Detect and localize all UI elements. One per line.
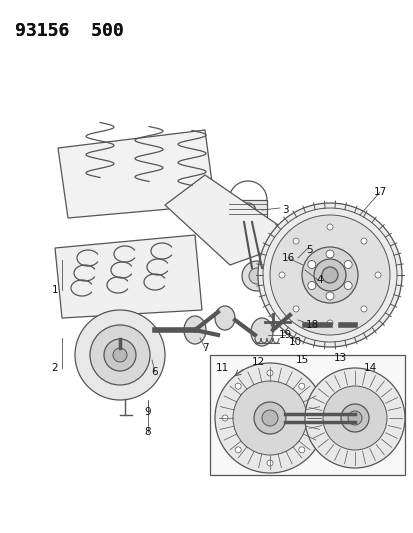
Circle shape <box>278 272 284 278</box>
Ellipse shape <box>214 306 235 330</box>
Text: 19: 19 <box>278 330 291 340</box>
Circle shape <box>307 281 315 289</box>
Circle shape <box>269 215 389 335</box>
Circle shape <box>266 370 272 376</box>
Ellipse shape <box>284 306 304 330</box>
Text: 9: 9 <box>144 407 151 417</box>
Circle shape <box>360 306 366 312</box>
Text: 18: 18 <box>305 320 318 330</box>
Text: 93156  500: 93156 500 <box>15 22 123 40</box>
Circle shape <box>240 203 255 219</box>
Text: 7: 7 <box>201 343 208 353</box>
Circle shape <box>235 447 241 453</box>
Ellipse shape <box>318 310 340 340</box>
Text: 17: 17 <box>373 187 386 197</box>
Circle shape <box>233 381 306 455</box>
Text: 10: 10 <box>288 337 301 347</box>
Circle shape <box>221 415 228 421</box>
Circle shape <box>298 447 304 453</box>
Text: 12: 12 <box>251 357 264 367</box>
Circle shape <box>113 348 127 362</box>
Circle shape <box>313 259 345 291</box>
Text: 6: 6 <box>151 367 158 377</box>
Circle shape <box>257 203 401 347</box>
Text: 8: 8 <box>144 427 151 437</box>
Text: 11: 11 <box>215 363 228 373</box>
Text: 14: 14 <box>363 363 376 373</box>
Text: 15: 15 <box>294 355 308 365</box>
Circle shape <box>292 306 298 312</box>
Polygon shape <box>58 130 214 218</box>
Circle shape <box>261 410 277 426</box>
Bar <box>209 355 404 475</box>
Circle shape <box>326 320 332 326</box>
Ellipse shape <box>183 316 206 344</box>
Circle shape <box>307 261 315 269</box>
Circle shape <box>301 247 357 303</box>
Text: 3: 3 <box>281 205 287 215</box>
Circle shape <box>325 250 333 258</box>
Text: 16: 16 <box>281 253 294 263</box>
Circle shape <box>104 339 136 371</box>
Circle shape <box>292 238 298 244</box>
Circle shape <box>326 224 332 230</box>
Text: 4: 4 <box>316 275 323 285</box>
Text: 5: 5 <box>306 245 313 255</box>
Text: 2: 2 <box>52 363 58 373</box>
Circle shape <box>340 404 368 432</box>
Text: 13: 13 <box>332 353 346 363</box>
Circle shape <box>90 325 150 385</box>
Polygon shape <box>55 235 202 318</box>
Circle shape <box>75 310 165 400</box>
Circle shape <box>298 383 304 389</box>
Polygon shape <box>165 175 299 265</box>
Circle shape <box>360 238 366 244</box>
Text: 1: 1 <box>52 285 58 295</box>
Circle shape <box>235 383 241 389</box>
FancyBboxPatch shape <box>228 200 266 222</box>
Circle shape <box>343 281 351 289</box>
Circle shape <box>240 213 254 227</box>
Text: 93156  500: 93156 500 <box>15 22 123 40</box>
Circle shape <box>347 411 361 425</box>
Circle shape <box>374 272 380 278</box>
Circle shape <box>254 402 285 434</box>
Circle shape <box>248 268 264 284</box>
Circle shape <box>321 267 337 283</box>
Circle shape <box>242 261 271 291</box>
Circle shape <box>214 363 324 473</box>
Circle shape <box>322 386 386 450</box>
Circle shape <box>343 261 351 269</box>
Circle shape <box>311 415 317 421</box>
Circle shape <box>304 368 404 468</box>
Ellipse shape <box>250 318 272 346</box>
Circle shape <box>325 292 333 300</box>
Circle shape <box>266 460 272 466</box>
